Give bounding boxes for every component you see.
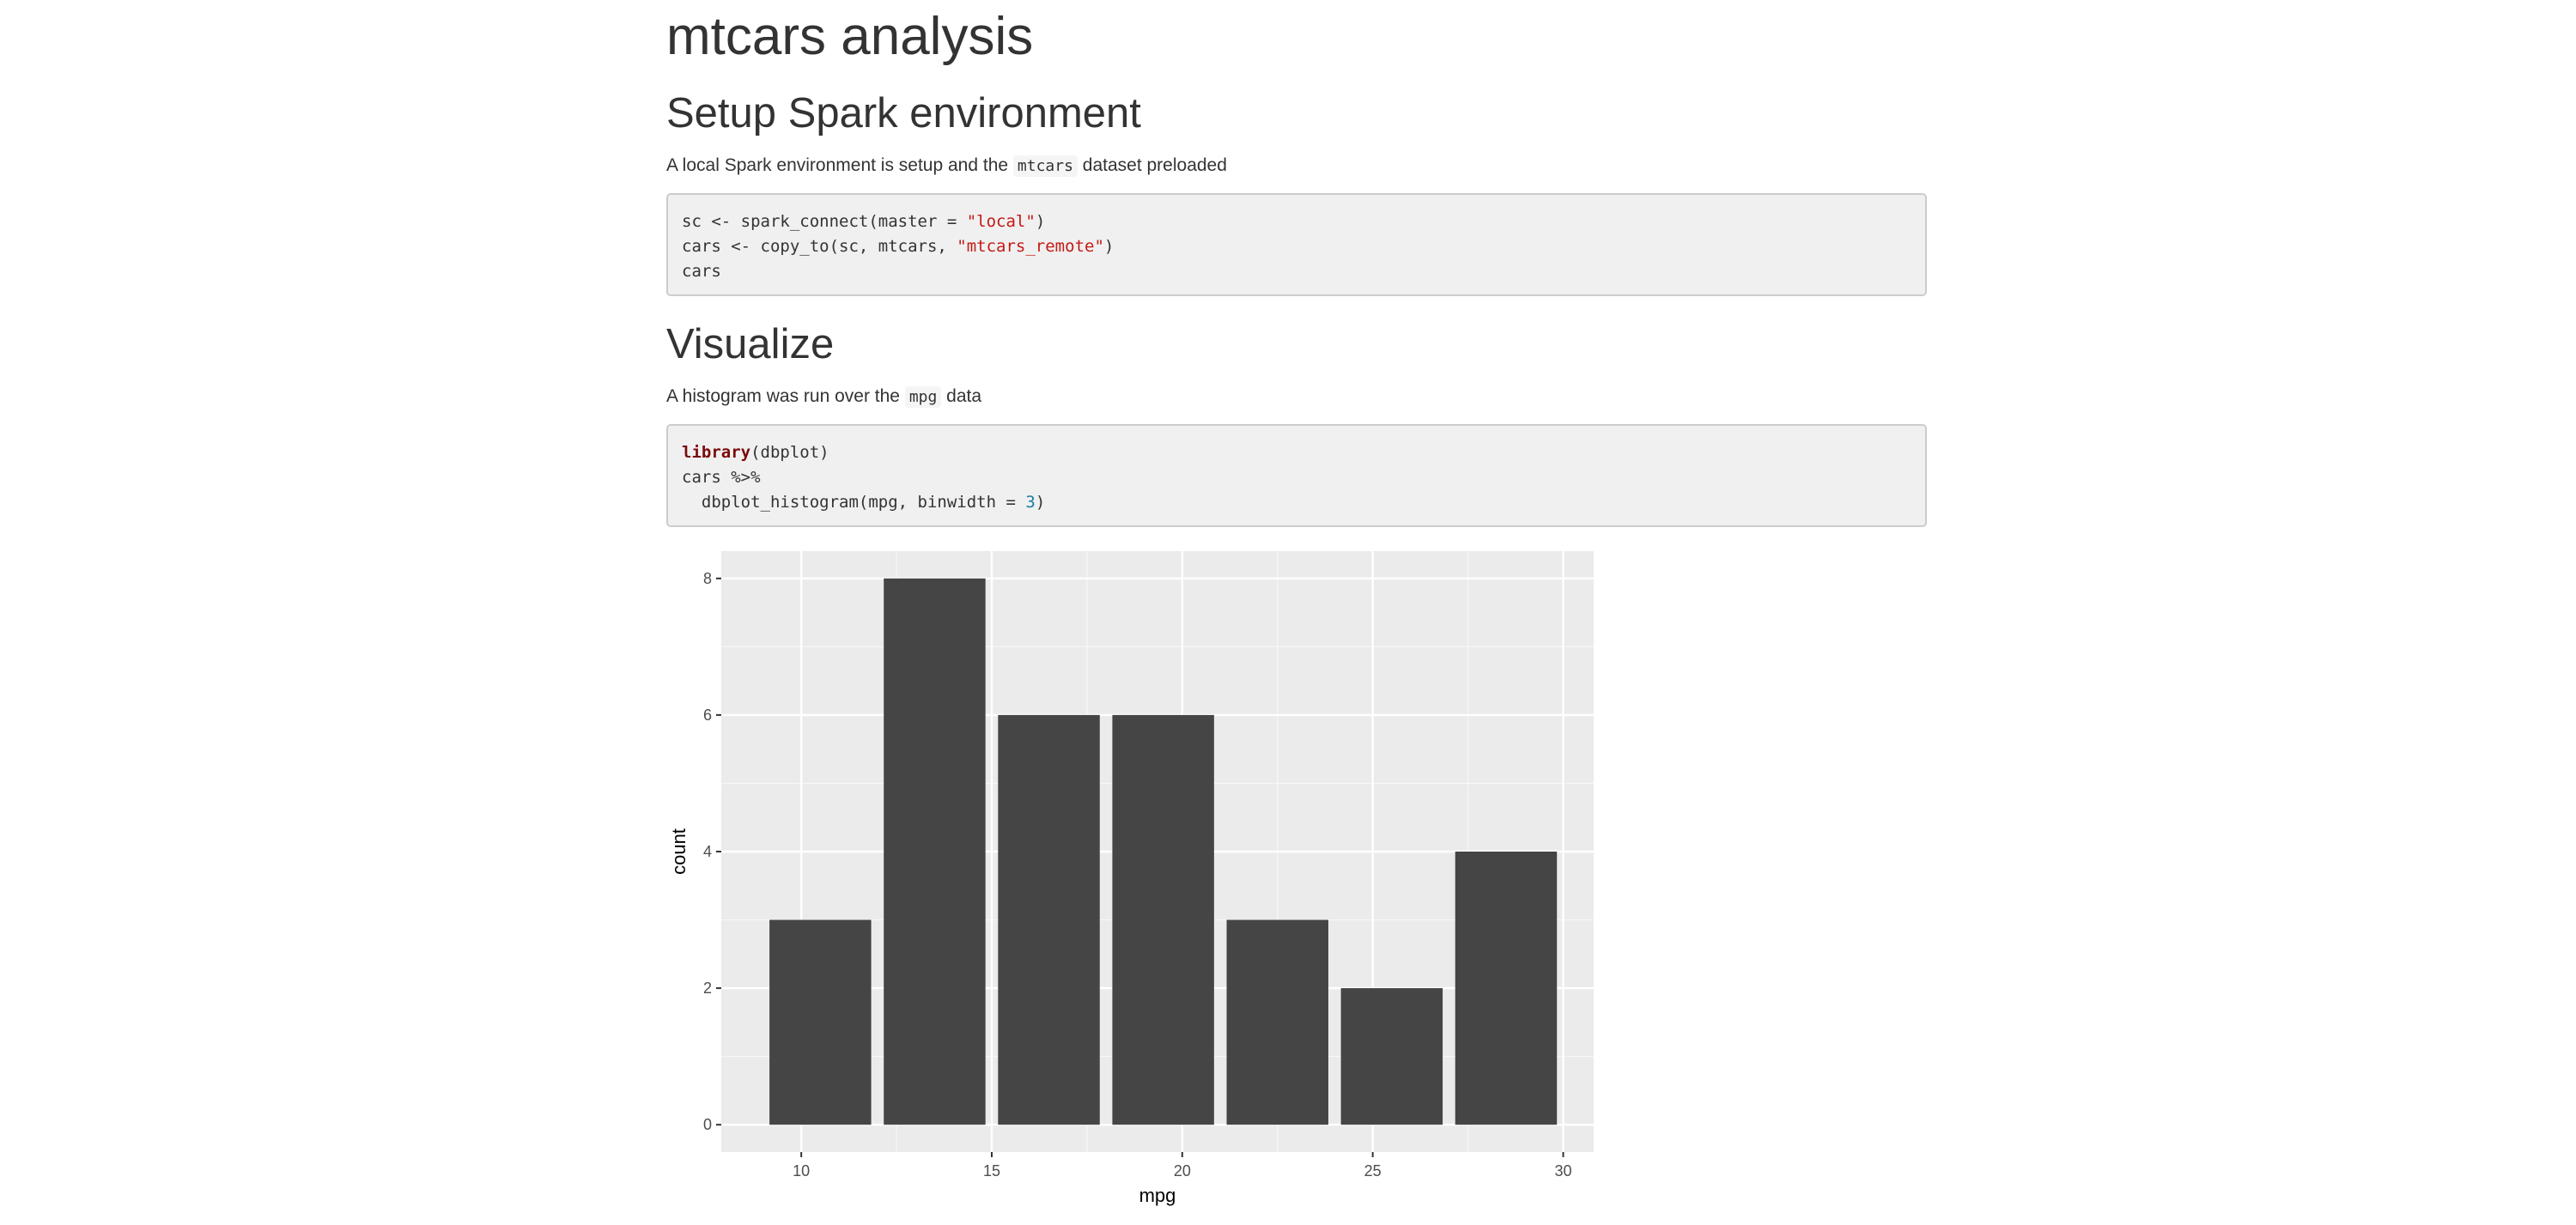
section-heading-setup: Setup Spark environment: [666, 90, 1141, 136]
x-tick-label: 30: [1554, 1162, 1571, 1180]
visualize-text-before: A histogram was run over the: [666, 386, 905, 406]
y-axis-title: count: [668, 828, 690, 875]
setup-text-after: dataset preloaded: [1077, 155, 1227, 175]
code-line: dbplot_histogram(mpg, binwidth = 3): [682, 493, 1046, 512]
histogram-bar: [769, 919, 872, 1125]
visualize-text-after: data: [941, 386, 982, 406]
inline-code-mtcars: mtcars: [1012, 155, 1078, 177]
histogram-chart-container: 0 2 4 6 8 10 15 20 25 30 mpg count: [666, 551, 1619, 1221]
code-line: cars %>%: [682, 468, 761, 487]
mpg-histogram: 0 2 4 6 8 10 15 20 25 30 mpg count: [668, 551, 1594, 1206]
document: mtcars analysis Setup Spark environment …: [666, 0, 1927, 1221]
histogram-bar: [884, 578, 986, 1125]
x-tick-label: 25: [1364, 1162, 1382, 1180]
setup-paragraph: A local Spark environment is setup and t…: [666, 153, 1927, 179]
histogram-bar: [1112, 714, 1214, 1125]
y-tick-label: 6: [703, 706, 712, 724]
y-tick-label: 2: [703, 979, 712, 997]
histogram-bar: [1455, 852, 1558, 1125]
code-block-setup[interactable]: sc <- spark_connect(master = "local") ca…: [666, 193, 1927, 296]
visualize-paragraph: A histogram was run over the mpg data: [666, 384, 1927, 410]
section-heading-visualize: Visualize: [666, 321, 835, 367]
code-line: cars <- copy_to(sc, mtcars, "mtcars_remo…: [682, 237, 1115, 256]
y-tick-label: 8: [703, 570, 712, 587]
x-axis-title: mpg: [1139, 1185, 1176, 1206]
code-line: library(dbplot): [682, 443, 829, 462]
code-line: sc <- spark_connect(master = "local"): [682, 212, 1046, 231]
histogram-bar: [1340, 988, 1443, 1125]
page-title: mtcars analysis: [666, 7, 1034, 66]
inline-code-mpg: mpg: [904, 386, 942, 408]
y-tick-label: 0: [703, 1116, 712, 1133]
y-tick-label: 4: [703, 843, 712, 860]
histogram-bar: [998, 714, 1100, 1125]
code-line: cars: [682, 262, 721, 281]
histogram-bar: [1226, 919, 1328, 1125]
x-tick-label: 10: [793, 1162, 810, 1180]
x-tick-label: 15: [983, 1162, 1000, 1180]
setup-text-before: A local Spark environment is setup and t…: [666, 155, 1013, 175]
x-tick-label: 20: [1174, 1162, 1191, 1180]
code-block-visualize[interactable]: library(dbplot) cars %>% dbplot_histogra…: [666, 424, 1927, 527]
